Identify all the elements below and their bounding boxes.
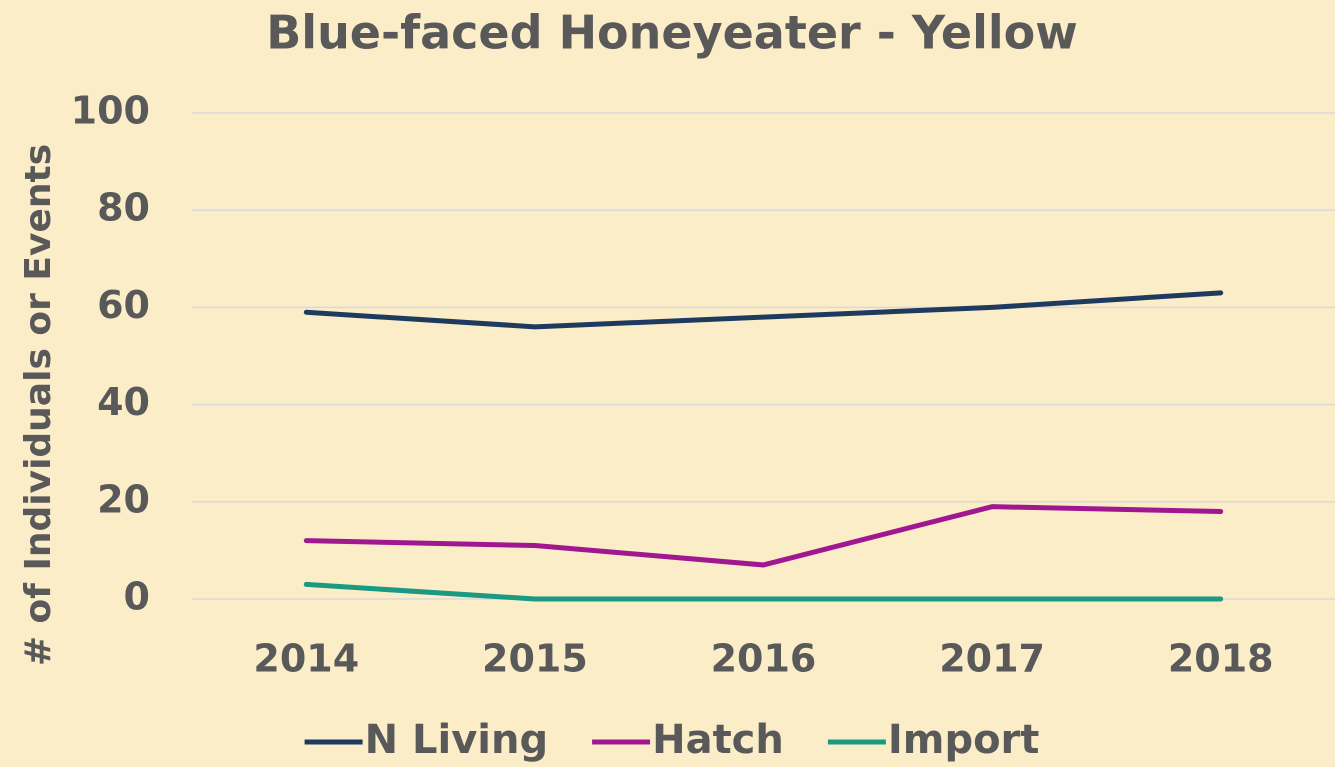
y-tick-label: 20	[97, 477, 150, 521]
y-tick-label: 100	[71, 89, 150, 133]
y-tick-label: 40	[97, 380, 150, 424]
x-tick-label: 2017	[939, 637, 1045, 681]
legend-label: Import	[888, 717, 1040, 763]
y-tick-label: 0	[124, 575, 150, 619]
chart-title: Blue-faced Honeyeater - Yellow	[266, 6, 1078, 60]
y-axis-label: # of Individuals or Events	[18, 144, 59, 666]
x-tick-label: 2018	[1168, 637, 1274, 681]
y-tick-label: 80	[97, 186, 150, 230]
legend: N Living Hatch Import	[304, 717, 1040, 763]
series-line	[303, 504, 1224, 568]
x-tick-label: 2014	[253, 637, 359, 681]
x-tick-label: 2016	[711, 637, 817, 681]
series-line	[303, 290, 1224, 330]
series-line	[303, 581, 1224, 602]
legend-label: N Living	[365, 717, 549, 763]
legend-label: Hatch	[652, 717, 784, 763]
y-tick-label: 60	[97, 283, 150, 327]
x-tick-label: 2015	[482, 637, 588, 681]
